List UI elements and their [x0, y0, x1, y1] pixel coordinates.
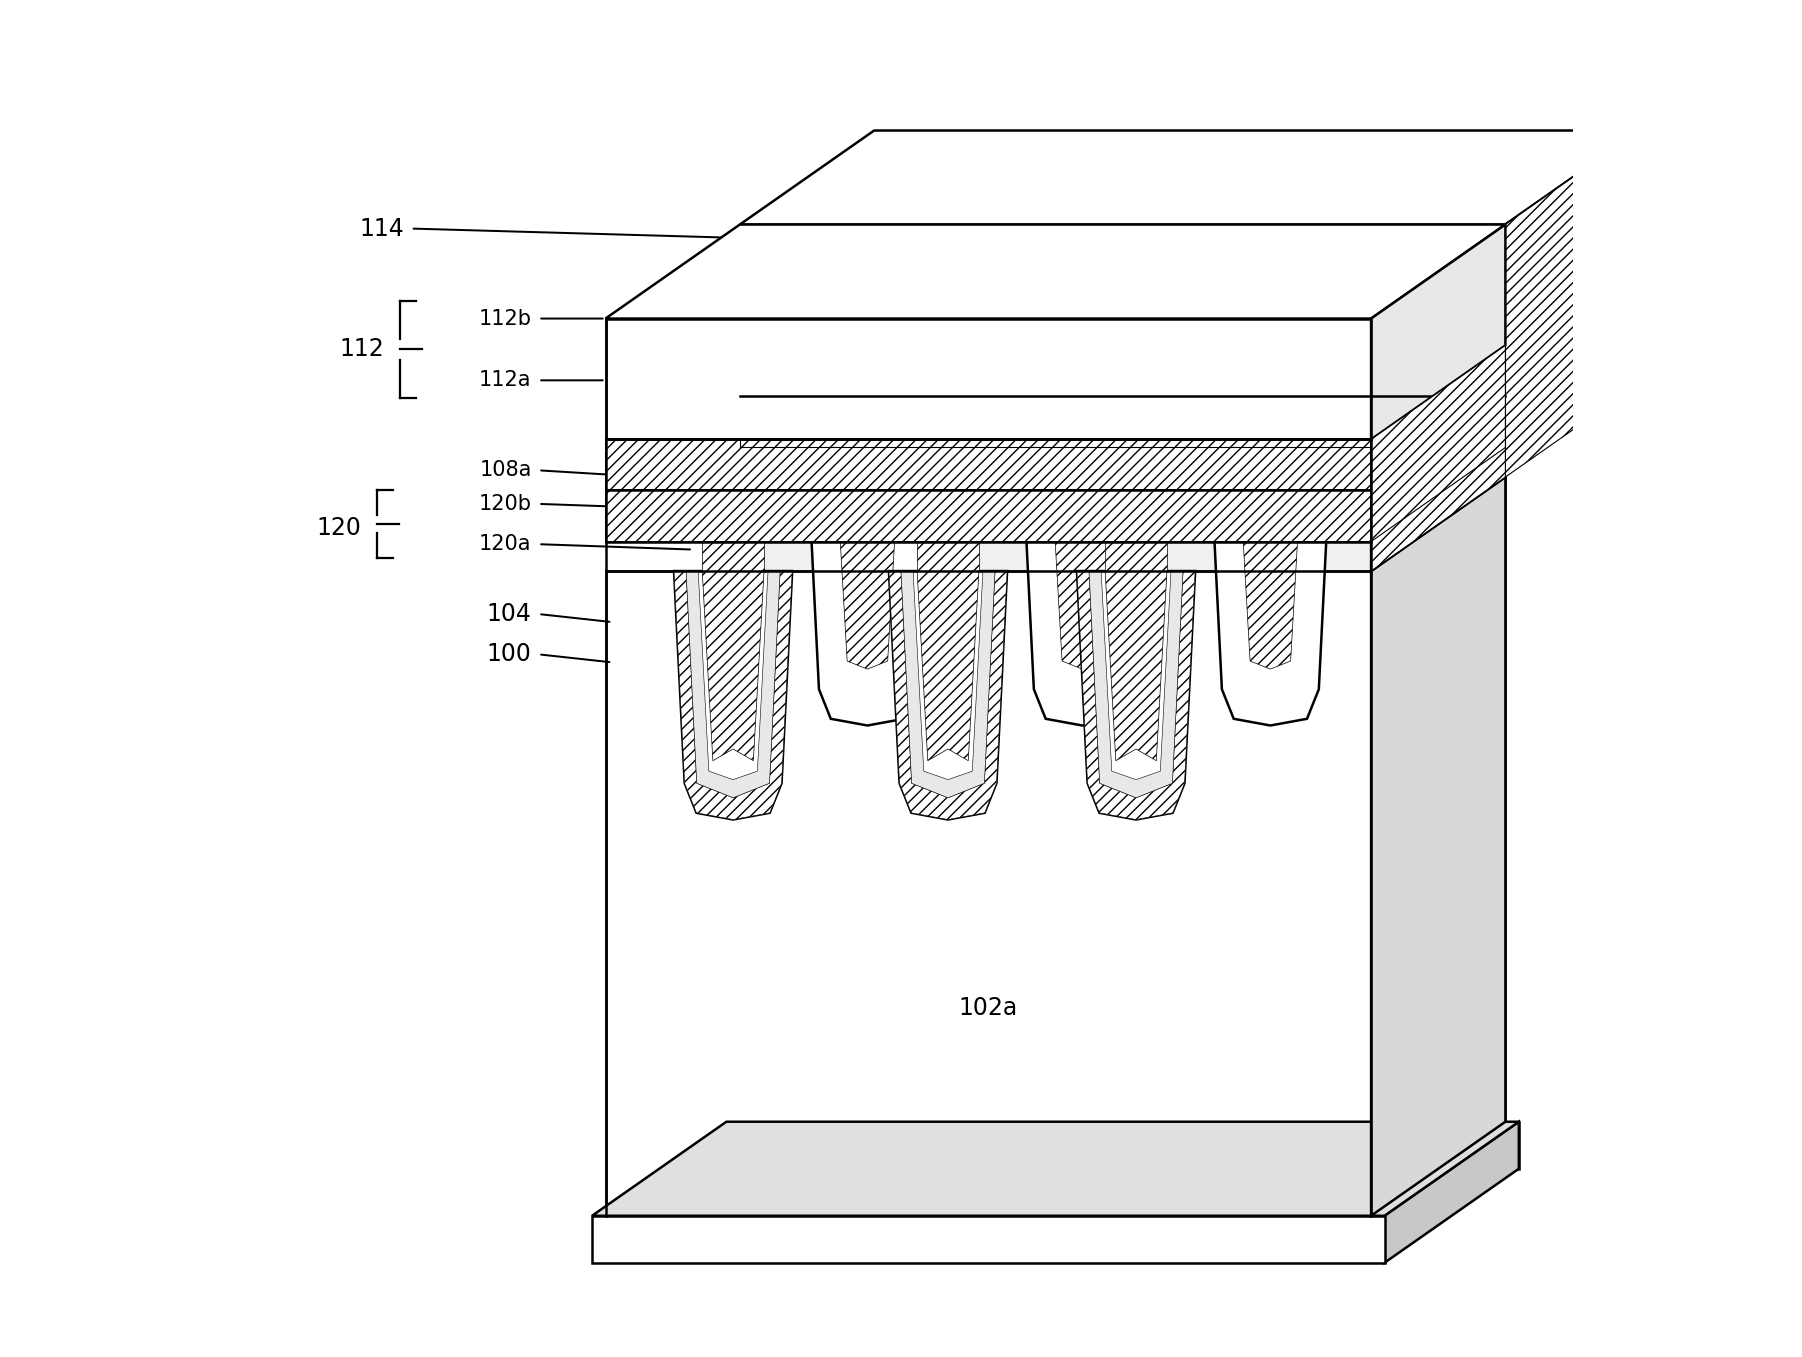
Text: 102a: 102a	[959, 996, 1018, 1019]
Polygon shape	[1505, 130, 1640, 478]
Polygon shape	[1105, 541, 1168, 571]
Polygon shape	[741, 346, 1505, 448]
Polygon shape	[1371, 224, 1505, 440]
Polygon shape	[836, 478, 899, 669]
Polygon shape	[741, 224, 1505, 346]
Polygon shape	[674, 571, 793, 820]
Polygon shape	[726, 1122, 1519, 1168]
Polygon shape	[1078, 571, 1195, 820]
Text: 114: 114	[359, 217, 404, 240]
Polygon shape	[593, 1122, 1519, 1216]
Polygon shape	[605, 571, 1371, 1216]
Polygon shape	[1371, 478, 1505, 1216]
Polygon shape	[1371, 346, 1505, 571]
Polygon shape	[1240, 478, 1301, 669]
Polygon shape	[605, 319, 1371, 440]
Polygon shape	[674, 571, 793, 820]
Polygon shape	[1211, 478, 1330, 726]
Polygon shape	[1371, 346, 1505, 541]
Polygon shape	[605, 440, 1371, 490]
Polygon shape	[888, 571, 1007, 820]
Polygon shape	[1505, 130, 1640, 346]
Polygon shape	[605, 224, 1505, 319]
Text: 120: 120	[315, 516, 360, 540]
Polygon shape	[703, 541, 764, 571]
Polygon shape	[809, 478, 926, 726]
Polygon shape	[901, 571, 995, 798]
Polygon shape	[1371, 478, 1505, 1216]
Text: 120a: 120a	[479, 535, 532, 554]
Polygon shape	[605, 490, 1371, 541]
Polygon shape	[1078, 571, 1195, 820]
Text: 104: 104	[487, 603, 532, 626]
Text: 112b: 112b	[479, 308, 532, 328]
Polygon shape	[1384, 1122, 1519, 1263]
Polygon shape	[1371, 448, 1505, 571]
Polygon shape	[1371, 346, 1505, 541]
Polygon shape	[1105, 571, 1168, 761]
Polygon shape	[888, 571, 1007, 820]
Polygon shape	[1024, 478, 1141, 726]
Text: 112a: 112a	[479, 370, 532, 391]
Polygon shape	[687, 571, 780, 798]
Polygon shape	[741, 130, 1640, 224]
Polygon shape	[917, 541, 978, 571]
Polygon shape	[593, 1216, 1384, 1263]
Text: 108a: 108a	[479, 460, 532, 480]
Polygon shape	[1088, 571, 1184, 798]
Polygon shape	[1051, 478, 1114, 669]
Text: 100: 100	[487, 642, 532, 666]
Text: 112: 112	[339, 338, 384, 361]
Polygon shape	[917, 571, 978, 761]
Polygon shape	[703, 571, 764, 761]
Polygon shape	[741, 478, 1505, 1122]
Text: 120b: 120b	[479, 494, 532, 514]
